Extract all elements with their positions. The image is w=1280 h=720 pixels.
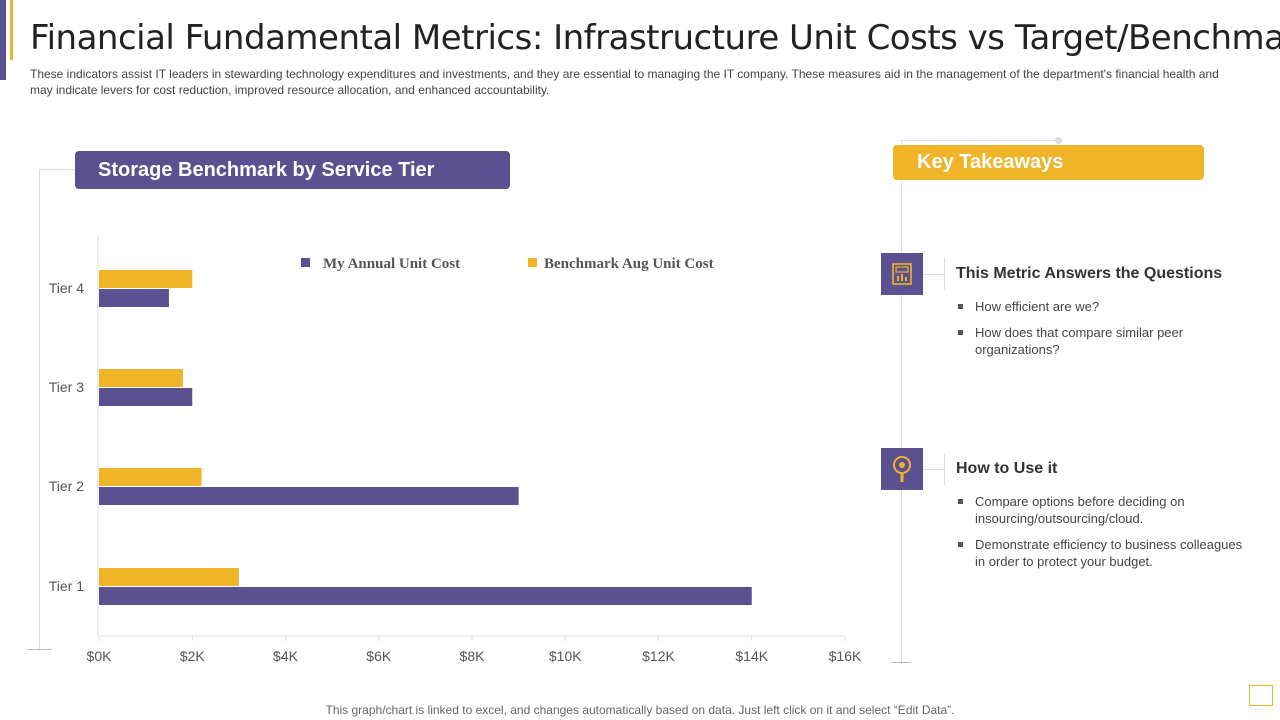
chart-header: Storage Benchmark by Service Tier [75, 151, 510, 189]
chart-frame-left [39, 169, 40, 649]
x-tick-label: $14K [735, 648, 768, 664]
takeaways-header: Key Takeaways [893, 145, 1204, 180]
section-title-questions: This Metric Answers the Questions [956, 265, 1223, 282]
bar-my-cost [99, 289, 169, 307]
bar-chart[interactable]: $0K $2K $4K $6K $8K $10K $12K $14K $16K Tier 4 Tie… [0, 0, 880, 680]
corner-box [1249, 685, 1273, 706]
bar-benchmark [99, 468, 202, 486]
section-connector-1 [923, 274, 945, 275]
x-tick-label: $6K [366, 648, 392, 664]
bar-my-cost [99, 587, 752, 605]
x-tick-label: $16K [829, 648, 862, 664]
chart-document-icon [881, 253, 923, 295]
page-title: Financial Fundamental Metrics: Infrastru… [30, 18, 1280, 58]
chart-frame-top [39, 169, 75, 170]
footer-note: This graph/chart is linked to excel, and… [325, 703, 955, 717]
bar-benchmark [99, 270, 193, 288]
legend-swatch-my-cost [301, 258, 310, 267]
x-tick-label: $4K [273, 648, 299, 664]
section-divider-2 [944, 453, 945, 485]
x-tick-label: $0K [87, 648, 113, 664]
section-divider-1 [944, 258, 945, 290]
section-connector-2 [923, 469, 945, 470]
bar-my-cost [99, 487, 519, 505]
legend-label-benchmark: Benchmark Aug Unit Cost [544, 256, 714, 272]
bar-benchmark [99, 369, 183, 387]
legend-label-my-cost: My Annual Unit Cost [323, 256, 460, 272]
accent-bar-gold [10, 0, 13, 60]
y-tick-label: Tier 3 [49, 379, 84, 395]
takeaways-frame-left [901, 140, 902, 662]
how-to-use-list: Compare options before deciding on insou… [956, 493, 1246, 579]
x-tick-label: $8K [460, 648, 486, 664]
y-tick-label: Tier 4 [49, 280, 84, 296]
bar-benchmark [99, 568, 239, 586]
questions-list: How efficient are we? How does that comp… [956, 298, 1246, 367]
takeaways-frame-dot [1055, 137, 1062, 144]
chart-frame-foot [27, 649, 52, 650]
list-item: How efficient are we? [956, 298, 1246, 315]
takeaways-frame-top [901, 140, 1059, 141]
x-tick-label: $10K [549, 648, 582, 664]
section-title-how-to-use: How to Use it [956, 460, 1058, 477]
y-tick-label: Tier 1 [49, 578, 84, 594]
magnifier-icon [881, 448, 923, 490]
legend-swatch-benchmark [528, 258, 537, 267]
list-item: Compare options before deciding on insou… [956, 493, 1246, 527]
bar-my-cost [99, 388, 193, 406]
x-tick-label: $12K [642, 648, 675, 664]
list-item: How does that compare similar peer organ… [956, 324, 1246, 358]
x-tick-label: $2K [180, 648, 206, 664]
accent-bar-purple [0, 0, 6, 80]
y-tick-label: Tier 2 [49, 478, 84, 494]
takeaways-frame-foot [891, 662, 911, 663]
list-item: Demonstrate efficiency to business colle… [956, 536, 1246, 570]
page-description: These indicators assist IT leaders in st… [30, 67, 1219, 97]
